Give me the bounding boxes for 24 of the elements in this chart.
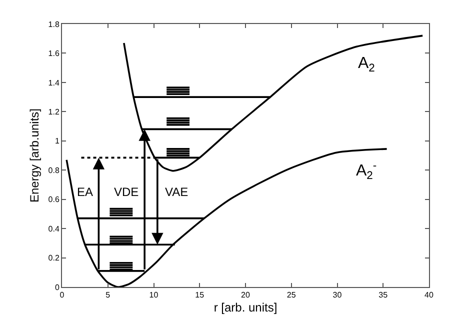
y-tick-label: 0.4 [48,224,60,234]
x-tick-label: 40 [424,290,434,300]
x-tick-label: 5 [106,290,111,300]
x-tick-label: 30 [332,290,342,300]
y-tick-label: 0.2 [48,254,60,263]
x-axis-title: r [arb. units] [214,300,278,314]
x-tick-label: 20 [241,290,250,300]
annotation: VAE [165,185,188,199]
annotation: EA [77,185,94,199]
y-axis-title: Energy [arb.units] [28,108,42,203]
series-label: A$_{2}$ [358,55,375,74]
y-tick-label: 0.6 [48,195,60,204]
x-tick-label: 25 [286,290,296,300]
x-tick-label: 35 [378,290,388,300]
y-tick-label: 0.8 [48,166,60,175]
y-tick-label: 1.2 [48,107,60,116]
x-tick-label: 10 [149,290,159,300]
annotation: VDE [114,185,139,199]
y-tick-label: 1.6 [48,49,60,58]
y-tick-label: 1.4 [48,78,60,88]
x-tick-label: 15 [195,290,205,300]
y-tick-label: 1.8 [48,20,60,29]
y-tick-label: 1 [54,136,60,146]
y-tick-label: 0 [54,282,60,292]
